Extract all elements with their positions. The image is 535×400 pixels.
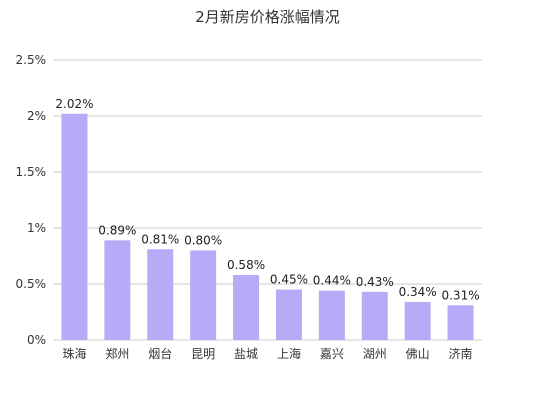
data-label: 0.58% <box>227 258 265 272</box>
bar-济南 <box>447 305 474 340</box>
bar-嘉兴 <box>318 290 345 340</box>
bar-珠海 <box>61 113 88 340</box>
data-label: 2.02% <box>55 97 93 111</box>
bar-上海 <box>275 289 302 340</box>
x-tick-label: 佛山 <box>406 347 430 361</box>
data-labels: 2.02% 0.89% 0.81% 0.80% 0.58% 0.45% 0.44% 0.43%… <box>55 97 479 303</box>
bar-昆明 <box>190 250 217 340</box>
y-tick-label: 0.5% <box>16 277 47 291</box>
x-tick-label: 盐城 <box>234 347 258 361</box>
bar-湖州 <box>361 291 388 340</box>
y-tick-label: 1.5% <box>16 165 47 179</box>
y-tick-label: 1% <box>27 221 46 235</box>
x-tick-label: 郑州 <box>105 346 129 361</box>
data-label: 0.34% <box>399 285 437 299</box>
data-label: 0.89% <box>98 223 136 237</box>
x-tick-label: 济南 <box>449 346 473 361</box>
data-label: 0.45% <box>270 273 308 287</box>
bar-郑州 <box>104 240 131 340</box>
y-tick-label: 2.5% <box>16 53 47 67</box>
y-tick-label: 2% <box>27 109 46 123</box>
x-axis-ticks: 珠海 郑州 烟台 昆明 盐城 上海 嘉兴 湖州 佛山 济南 <box>62 346 472 361</box>
bars <box>61 113 474 340</box>
bar-盐城 <box>233 275 260 340</box>
x-tick-label: 嘉兴 <box>320 347 344 361</box>
x-tick-label: 昆明 <box>191 347 215 361</box>
x-tick-label: 烟台 <box>148 346 172 361</box>
y-axis-ticks: 0% 0.5% 1% 1.5% 2% 2.5% <box>16 53 47 347</box>
data-label: 0.81% <box>141 232 179 246</box>
x-tick-label: 湖州 <box>363 346 387 361</box>
data-label: 0.80% <box>184 233 222 247</box>
x-tick-label: 珠海 <box>62 346 86 361</box>
y-tick-label: 0% <box>27 333 46 347</box>
x-tick-label: 上海 <box>277 346 301 361</box>
data-label: 0.31% <box>441 288 479 302</box>
data-label: 0.44% <box>313 274 351 288</box>
data-label: 0.43% <box>356 275 394 289</box>
chart-title: 2月新房价格涨幅情况 <box>195 8 340 26</box>
bar-烟台 <box>147 249 174 340</box>
bar-佛山 <box>404 301 431 340</box>
